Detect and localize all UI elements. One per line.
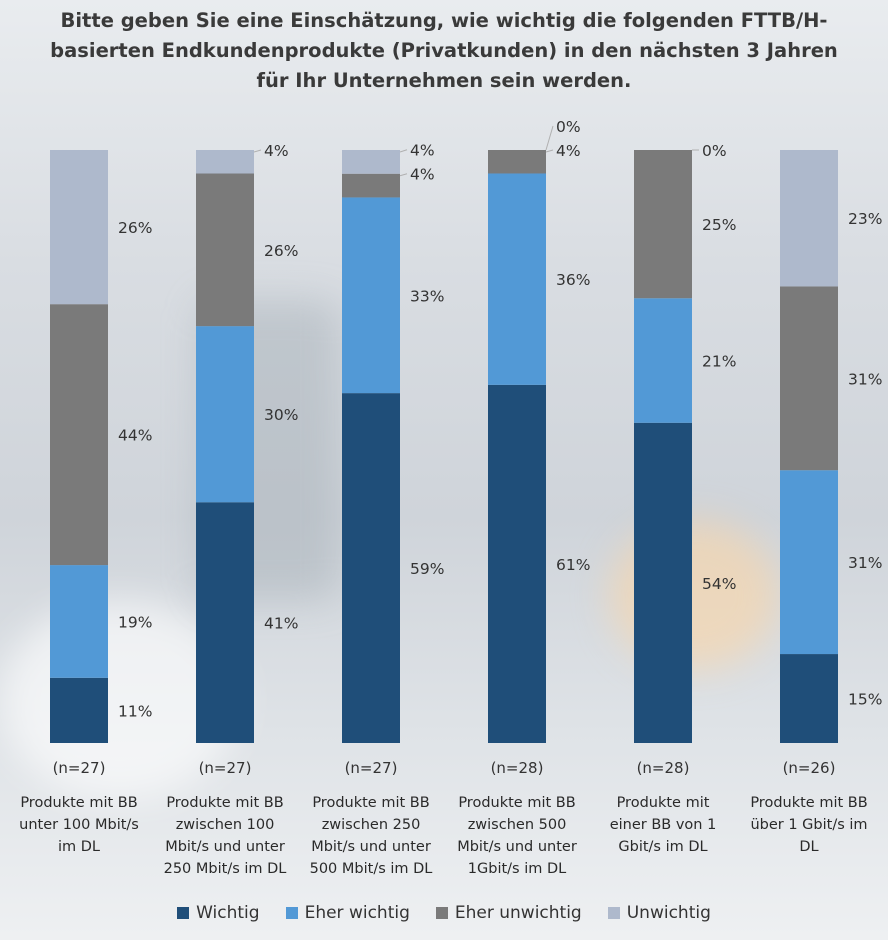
leader-line xyxy=(399,173,408,177)
legend-item: Eher unwichtig xyxy=(435,903,582,923)
bar-segment xyxy=(342,150,400,174)
legend-label: Unwichtig xyxy=(626,903,711,923)
bar-segment xyxy=(780,654,838,743)
data-label: 41% xyxy=(264,615,298,633)
data-label: 4% xyxy=(264,142,289,160)
bar-segment xyxy=(488,173,546,385)
data-label: 31% xyxy=(848,554,882,572)
category-label: unter 100 Mbit/s xyxy=(19,817,139,833)
data-label: 59% xyxy=(410,560,444,578)
category-label: einer BB von 1 xyxy=(610,817,717,833)
legend: Wichtig Eher wichtig Eher unwichtig Unwi… xyxy=(0,903,888,923)
category-label: über 1 Gbit/s im xyxy=(750,817,867,833)
category-label: Produkte mit BB xyxy=(312,795,429,811)
bar-segment xyxy=(342,393,400,743)
stacked-bar-chart: 11% 19% 44% 26% (n=27) Produkte mit BB unter 1… xyxy=(19,118,882,877)
data-label: 31% xyxy=(848,370,882,388)
sample-size-label: (n=28) xyxy=(637,759,690,777)
sample-size-label: (n=28) xyxy=(491,759,544,777)
bar-segment xyxy=(780,150,838,287)
category-label: Mbit/s und unter xyxy=(457,839,577,855)
category-label: zwischen 500 xyxy=(468,817,567,833)
bar-segment xyxy=(196,150,254,174)
bar-segment xyxy=(50,150,108,305)
data-label: 23% xyxy=(848,210,882,228)
bar-segment xyxy=(634,150,692,299)
category-label: 250 Mbit/s im DL xyxy=(164,861,287,877)
data-label: 26% xyxy=(264,242,298,260)
bar-segment xyxy=(196,173,254,327)
bar-segment xyxy=(634,298,692,423)
bar-segment xyxy=(50,677,108,743)
data-label: 15% xyxy=(848,691,882,709)
leader-line xyxy=(253,149,262,153)
category-label: Produkte mit xyxy=(617,795,710,811)
bar-segment xyxy=(488,384,546,743)
bar-segment xyxy=(196,502,254,743)
data-label: 11% xyxy=(118,702,152,720)
data-label: 4% xyxy=(556,142,581,160)
bar-segment xyxy=(342,173,400,198)
bar-segment xyxy=(50,304,108,566)
category-label: 1Gbit/s im DL xyxy=(468,861,566,877)
sample-size-label: (n=27) xyxy=(345,759,398,777)
legend-label: Eher unwichtig xyxy=(454,903,582,923)
leader-line xyxy=(545,149,554,153)
sample-size-label: (n=27) xyxy=(53,759,106,777)
category-label: Produkte mit BB xyxy=(20,795,137,811)
data-label: 21% xyxy=(702,353,736,371)
data-label: 19% xyxy=(118,613,152,631)
data-label: 26% xyxy=(118,219,152,237)
bar-segment xyxy=(780,286,838,471)
legend-swatch xyxy=(607,907,620,919)
leader-line xyxy=(545,125,554,151)
legend-label: Wichtig xyxy=(196,903,260,923)
data-label: 44% xyxy=(118,427,152,445)
leader-line xyxy=(399,149,408,153)
data-label: 4% xyxy=(410,142,435,160)
bar-segment xyxy=(342,197,400,394)
data-label: 54% xyxy=(702,575,736,593)
data-label: 0% xyxy=(702,142,727,160)
category-label: Produkte mit BB xyxy=(166,795,283,811)
category-label: Produkte mit BB xyxy=(458,795,575,811)
bar-segment xyxy=(196,326,254,503)
chart-title: Bitte geben Sie eine Einschätzung, wie w… xyxy=(50,9,838,92)
legend-swatch xyxy=(285,907,298,919)
category-label: im DL xyxy=(58,839,100,855)
data-label: 61% xyxy=(556,556,590,574)
legend-swatch xyxy=(177,907,190,919)
data-label: 33% xyxy=(410,287,444,305)
category-label: 500 Mbit/s im DL xyxy=(310,861,433,877)
bar-segment xyxy=(488,150,546,174)
legend-label: Eher wichtig xyxy=(304,903,410,923)
data-label: 4% xyxy=(410,166,435,184)
legend-item: Unwichtig xyxy=(607,903,711,923)
data-label: 0% xyxy=(556,118,581,136)
sample-size-label: (n=26) xyxy=(783,759,836,777)
bar-segment xyxy=(780,470,838,655)
legend-item: Eher wichtig xyxy=(285,903,410,923)
category-label: zwischen 100 xyxy=(176,817,275,833)
legend-item: Wichtig xyxy=(177,903,260,923)
category-label: Produkte mit BB xyxy=(750,795,867,811)
category-label: Mbit/s und unter xyxy=(311,839,431,855)
bar-segment xyxy=(50,565,108,678)
data-label: 36% xyxy=(556,271,590,289)
data-label: 25% xyxy=(702,216,736,234)
category-label: zwischen 250 xyxy=(322,817,421,833)
sample-size-label: (n=27) xyxy=(199,759,252,777)
category-label: DL xyxy=(799,839,818,855)
legend-swatch xyxy=(435,907,448,919)
category-label: Gbit/s im DL xyxy=(618,839,707,855)
data-label: 30% xyxy=(264,406,298,424)
bar-segment xyxy=(634,422,692,743)
category-label: Mbit/s und unter xyxy=(165,839,285,855)
